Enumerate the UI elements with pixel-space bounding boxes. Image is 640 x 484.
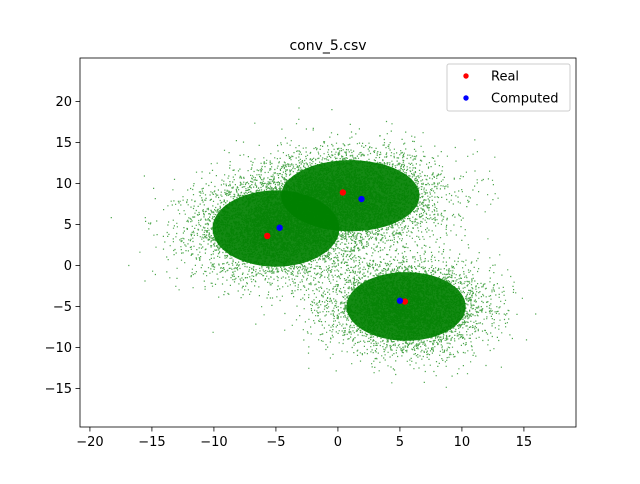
y-tick-label: −15 [45, 382, 72, 397]
computed-series [276, 195, 404, 304]
x-tick-label: 5 [396, 435, 404, 450]
x-axis: −20 −15 −10 −5 0 5 10 15 [76, 427, 532, 450]
x-tick-label: 15 [516, 435, 533, 450]
legend-computed-label: Computed [491, 92, 559, 107]
real-marker [264, 232, 271, 240]
legend: Real Computed [446, 63, 571, 112]
computed-marker [358, 195, 365, 203]
y-axis: −15 −10 −5 0 5 10 15 20 [45, 95, 80, 397]
x-tick-label: −10 [200, 435, 227, 450]
chart-title: conv_5.csv [289, 38, 366, 54]
y-tick-label: 0 [64, 259, 72, 274]
scatter-points [110, 107, 537, 388]
computed-marker [396, 297, 404, 304]
real-marker [401, 298, 409, 305]
legend-real-marker [463, 73, 469, 79]
legend-real-label: Real [491, 70, 519, 85]
y-tick-label: −10 [45, 341, 72, 356]
plot-frame [79, 57, 577, 428]
y-tick-label: 10 [55, 177, 72, 192]
computed-marker [276, 224, 283, 231]
x-tick-label: −20 [76, 435, 103, 450]
real-marker [339, 189, 347, 196]
y-tick-label: 15 [55, 136, 72, 151]
y-tick-label: 5 [64, 218, 72, 233]
x-tick-label: 10 [454, 435, 471, 450]
y-tick-label: 20 [55, 95, 72, 110]
x-tick-label: −15 [138, 435, 165, 450]
x-tick-label: 0 [334, 435, 342, 450]
scatter-cloud [110, 107, 537, 388]
x-tick-label: −5 [266, 435, 285, 450]
y-tick-label: −5 [53, 300, 72, 315]
legend-box [446, 63, 571, 112]
real-series [264, 189, 409, 305]
legend-computed-marker [463, 95, 469, 101]
